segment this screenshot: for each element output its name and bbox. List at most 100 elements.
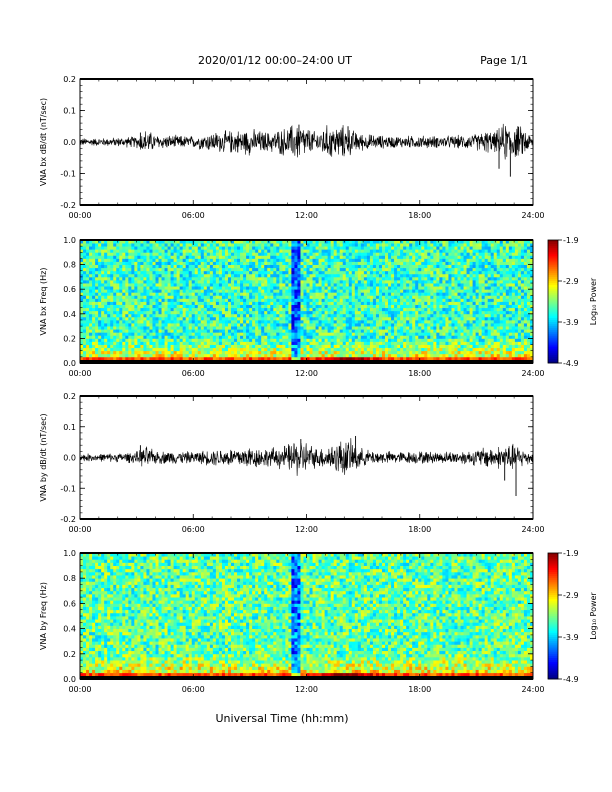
spectrogram-cell: [436, 329, 440, 333]
spectrogram-cell: [433, 350, 437, 355]
spectrogram-cell: [167, 264, 171, 269]
spectrogram-cell: [382, 292, 386, 296]
spectrogram-cell: [146, 310, 150, 315]
spectrogram-cell: [173, 286, 178, 290]
spectrogram-cell: [146, 307, 150, 312]
spectrogram-cell: [363, 289, 368, 293]
spectrogram-cell: [382, 246, 386, 250]
spectrogram-cell: [276, 270, 280, 275]
spectrogram-cell: [394, 252, 398, 256]
spectrogram-cell: [436, 310, 440, 315]
spectrogram-cell: [203, 353, 208, 358]
spectrogram-cell: [191, 252, 196, 256]
spectrogram-cell: [231, 344, 235, 349]
spectrogram-cell: [164, 350, 168, 355]
spectrogram-cell: [146, 289, 150, 293]
spectrogram-cell: [273, 347, 277, 352]
spectrogram-cell: [107, 279, 111, 284]
spectrogram-cell: [176, 255, 181, 259]
spectrogram-cell: [212, 267, 217, 272]
spectrogram-cell: [312, 356, 316, 361]
spectrogram-cell: [116, 310, 120, 315]
spectrogram-cell: [397, 276, 401, 281]
spectrogram-cell: [188, 289, 193, 293]
spectrogram-cell: [158, 310, 162, 315]
spectrogram-cell: [339, 261, 344, 265]
spectrogram-cell: [354, 316, 359, 321]
spectrogram-cell: [212, 344, 217, 349]
spectrogram-cell: [140, 335, 144, 339]
spectrogram-cell: [197, 264, 202, 269]
spectrogram-cell: [152, 298, 156, 302]
spectrogram-cell: [182, 243, 187, 247]
spectrogram-cell: [291, 264, 295, 269]
spectrogram-cell: [264, 344, 268, 349]
spectrogram-cell: [312, 249, 316, 253]
spectrogram-cell: [221, 267, 226, 272]
spectrogram-cell: [288, 341, 292, 345]
spectrogram-cell: [321, 356, 326, 361]
spectrogram-cell: [197, 258, 202, 262]
spectrogram-cell: [333, 283, 338, 287]
spectrogram-cell: [315, 350, 319, 355]
spectrogram-cell: [92, 319, 96, 324]
spectrogram-cell: [191, 292, 196, 296]
spectrogram-cell: [264, 273, 268, 278]
spectrogram-cell: [336, 295, 341, 299]
spectrogram-cell: [273, 304, 277, 309]
spectrogram-cell: [403, 273, 407, 278]
spectrogram-cell: [427, 258, 431, 262]
spectrogram-cell: [155, 295, 159, 299]
spectrogram-cell: [167, 338, 171, 342]
spectrogram-cell: [179, 298, 184, 302]
spectrogram-cell: [101, 329, 105, 333]
spectrogram-cell: [321, 292, 326, 296]
spectrogram-cell: [294, 304, 298, 309]
spectrogram-cell: [391, 313, 395, 318]
spectrogram-cell: [351, 335, 356, 339]
spectrogram-cell: [427, 335, 431, 339]
spectrogram-cell: [288, 286, 292, 290]
spectrogram-cell: [167, 319, 171, 324]
spectrogram-cell: [306, 329, 310, 333]
spectrogram-cell: [215, 261, 220, 265]
spectrogram-cell: [122, 326, 126, 330]
spectrogram-cell: [394, 240, 398, 244]
spectrogram-cell: [95, 289, 99, 293]
spectrogram-cell: [430, 267, 434, 272]
spectrogram-cell: [288, 301, 292, 305]
spectrogram-cell: [209, 310, 214, 315]
spectrogram-cell: [303, 341, 307, 345]
spectrogram-cell: [143, 298, 147, 302]
spectrogram-cell: [306, 267, 310, 272]
spectrogram-cell: [119, 267, 123, 272]
spectrogram-cell: [394, 249, 398, 253]
spectrogram-cell: [215, 307, 220, 312]
spectrogram-cell: [200, 310, 205, 315]
spectrogram-cell: [149, 344, 153, 349]
x-tick-label: 12:00: [295, 211, 318, 220]
spectrogram-cell: [345, 319, 350, 324]
spectrogram-cell: [378, 267, 383, 272]
spectrogram-cell: [113, 338, 117, 342]
spectrogram-cell: [418, 283, 422, 287]
spectrogram-cell: [297, 335, 301, 339]
spectrogram-cell: [415, 335, 419, 339]
spectrogram-cell: [342, 273, 347, 278]
spectrogram-cell: [255, 332, 259, 336]
spectrogram-cell: [406, 261, 410, 265]
spectrogram-cell: [89, 350, 93, 355]
spectrogram-cell: [279, 246, 283, 250]
spectrogram-cell: [267, 301, 271, 305]
spectrogram-cell: [246, 344, 250, 349]
spectrogram-cell: [430, 307, 434, 312]
spectrogram-cell: [336, 316, 341, 321]
spectrogram-cell: [155, 298, 159, 302]
spectrogram-cell: [185, 273, 190, 278]
spectrogram-cell: [354, 338, 359, 342]
spectrogram-cell: [243, 270, 247, 275]
spectrogram-cell: [436, 249, 440, 253]
spectrogram-cell: [224, 270, 229, 275]
spectrogram-cell: [366, 252, 371, 256]
spectrogram-cell: [240, 329, 244, 333]
